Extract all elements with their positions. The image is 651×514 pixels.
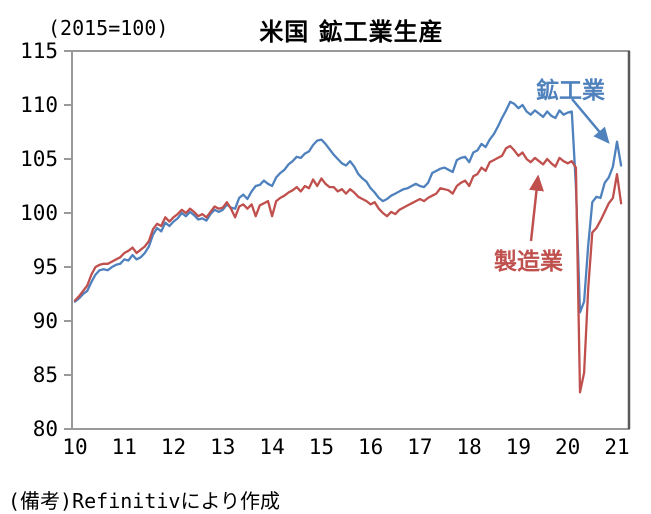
y-tick-label: 100 xyxy=(20,201,58,225)
y-tick-label: 105 xyxy=(20,147,58,171)
manufacturing-series-label: 製造業 xyxy=(494,249,563,275)
x-tick-label: 10 xyxy=(62,435,88,459)
x-tick-label: 18 xyxy=(456,435,482,459)
x-tick-label: 20 xyxy=(555,435,581,459)
source-note: (備考)Refinitivにより作成 xyxy=(8,489,281,513)
unit-label: (2015=100) xyxy=(48,16,169,40)
y-tick-marks xyxy=(64,50,72,430)
x-tick-label: 19 xyxy=(505,435,532,459)
x-tick-label: 21 xyxy=(604,435,630,459)
series-manufacturing-line xyxy=(73,144,623,394)
series-industrial-line xyxy=(73,100,623,314)
x-tick-label: 13 xyxy=(210,435,236,459)
chart-title: 米国 鉱工業生産 xyxy=(259,18,444,46)
x-tick-label: 16 xyxy=(357,435,384,459)
y-tick-label: 90 xyxy=(32,309,58,333)
y-tick-label: 115 xyxy=(20,39,58,63)
x-tick-label: 17 xyxy=(407,435,433,459)
y-tick-label: 110 xyxy=(20,93,58,117)
x-tick-label: 12 xyxy=(160,435,187,459)
y-tick-label: 95 xyxy=(32,255,58,279)
y-tick-label: 80 xyxy=(32,417,58,441)
manufacturing-arrow xyxy=(529,174,544,242)
x-tick-label: 11 xyxy=(111,435,137,459)
y-tick-label: 85 xyxy=(32,363,58,387)
industrial-arrow xyxy=(571,98,610,144)
industrial-series-label: 鉱工業 xyxy=(536,78,605,104)
x-tick-label: 14 xyxy=(259,435,285,459)
x-tick-label: 15 xyxy=(308,435,334,459)
